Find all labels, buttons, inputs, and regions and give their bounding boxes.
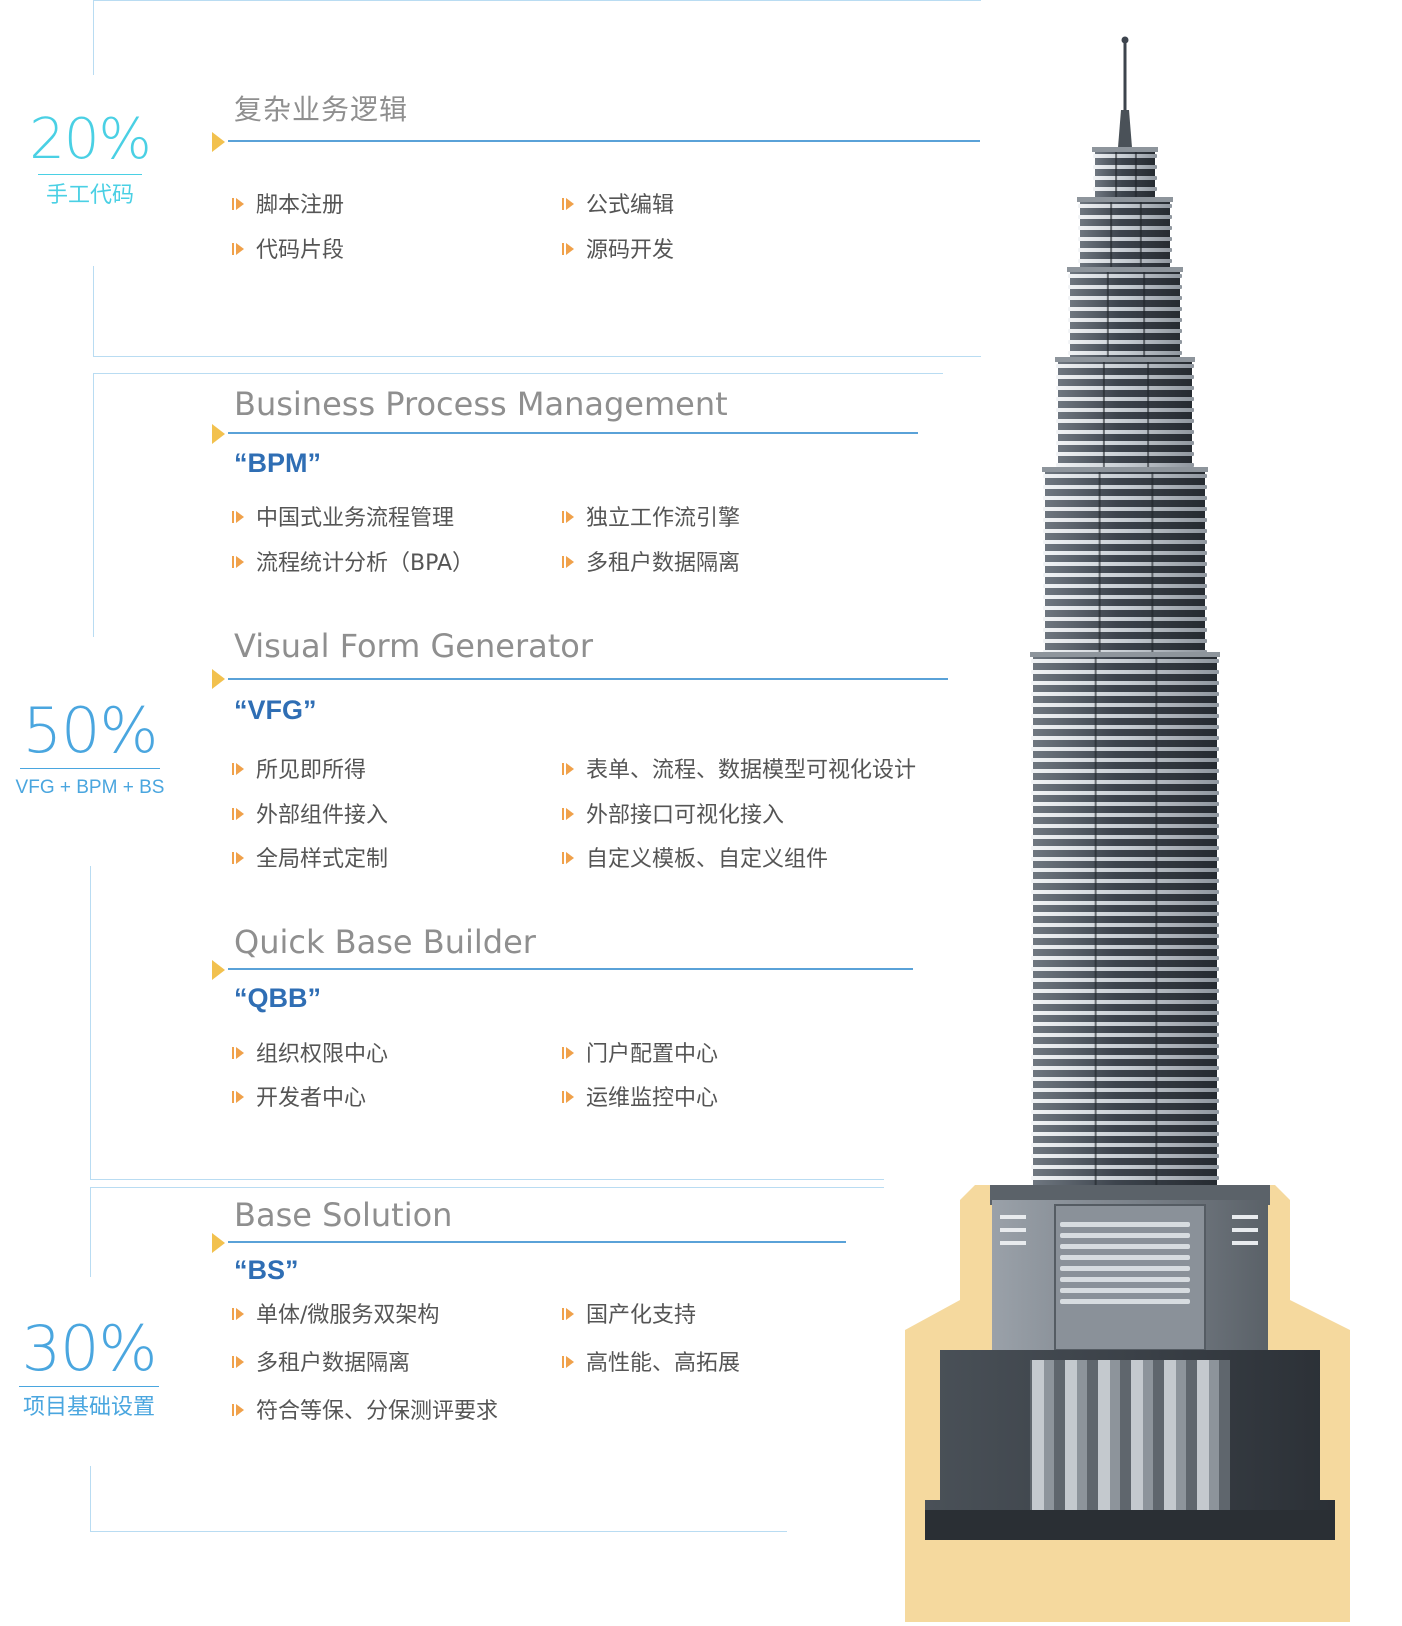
list-item: 国产化支持: [562, 1305, 696, 1327]
list-item: 全局样式定制: [232, 849, 388, 871]
list-item: 门户配置中心: [562, 1044, 718, 1066]
list-item: 代码片段: [232, 240, 344, 262]
list-item: 独立工作流引擎: [562, 508, 740, 530]
section-qbb-underline: [228, 968, 913, 970]
list-item: 外部组件接入: [232, 805, 388, 827]
section-bs-abbr: “BS”: [234, 1255, 299, 1285]
skyscraper-icon: [880, 0, 1390, 1622]
list-item: 脚本注册: [232, 195, 344, 217]
list-item: 表单、流程、数据模型可视化设计: [562, 760, 916, 782]
list-item: 高性能、高拓展: [562, 1353, 740, 1375]
list-item: 组织权限中心: [232, 1044, 388, 1066]
percent-20-block: 20% 手工代码: [20, 112, 160, 209]
list-item: 多租户数据隔离: [232, 1353, 410, 1375]
section-bpm-underline: [228, 432, 918, 434]
percent-30-caption: 项目基础设置: [22, 1395, 155, 1420]
section-vfg-marker: [212, 669, 225, 689]
list-item: 单体/微服务双架构: [232, 1305, 439, 1327]
list-item: 多租户数据隔离: [562, 553, 740, 575]
section-manual-title: 复杂业务逻辑: [234, 93, 409, 126]
list-item: 所见即所得: [232, 760, 366, 782]
percent-20-rule: [38, 174, 142, 175]
section-bs-underline: [228, 1241, 846, 1243]
section-bpm-abbr: “BPM”: [234, 448, 321, 478]
percent-50-block: 50% VFG + BPM + BS: [2, 700, 178, 800]
section-qbb-title: Quick Base Builder: [234, 923, 536, 961]
percent-50-rule: [20, 768, 160, 769]
list-item: 自定义模板、自定义组件: [562, 849, 828, 871]
section-vfg-abbr: “VFG”: [234, 695, 317, 725]
percent-30-value: 30%: [21, 1312, 158, 1385]
percent-50-value: 50%: [22, 694, 159, 767]
percent-30-rule: [19, 1386, 159, 1387]
list-item: 运维监控中心: [562, 1088, 718, 1110]
section-vfg-title: Visual Form Generator: [234, 627, 593, 665]
percent-20-caption: 手工代码: [45, 183, 134, 208]
section-qbb-abbr: “QBB”: [234, 983, 321, 1013]
section-bpm-title: Business Process Management: [234, 385, 728, 423]
section-vfg-underline: [228, 678, 948, 680]
percent-30-block: 30% 项目基础设置: [10, 1318, 168, 1421]
list-item: 开发者中心: [232, 1088, 366, 1110]
section-bs-title: Base Solution: [234, 1196, 453, 1234]
section-bs-marker: [212, 1233, 225, 1253]
list-item: 符合等保、分保测评要求: [232, 1401, 498, 1423]
list-item: 外部接口可视化接入: [562, 805, 784, 827]
percent-50-caption: VFG + BPM + BS: [15, 777, 165, 798]
list-item: 流程统计分析（BPA）: [232, 553, 474, 575]
section-manual-underline: [228, 140, 980, 142]
list-item: 中国式业务流程管理: [232, 508, 454, 530]
percent-20-value: 20%: [29, 107, 151, 172]
list-item: 公式编辑: [562, 195, 674, 217]
list-item: 源码开发: [562, 240, 674, 262]
section-qbb-marker: [212, 960, 225, 980]
section-manual-marker: [212, 132, 225, 152]
section-bpm-marker: [212, 424, 225, 444]
